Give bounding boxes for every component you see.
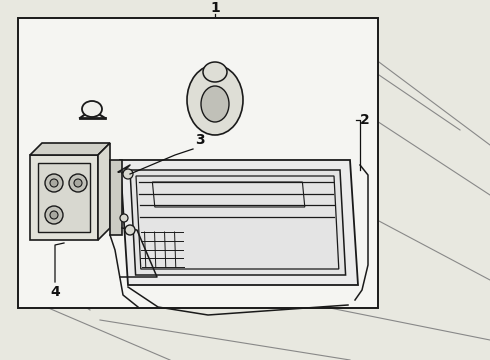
Ellipse shape: [187, 65, 243, 135]
Polygon shape: [130, 170, 345, 275]
Bar: [18, 18, 378, 308]
Bar: [38, 163, 90, 232]
Text: 4: 4: [50, 285, 60, 299]
Circle shape: [50, 211, 58, 219]
Circle shape: [69, 174, 87, 192]
Ellipse shape: [203, 62, 227, 82]
Text: 1: 1: [210, 1, 220, 15]
Circle shape: [74, 179, 82, 187]
Circle shape: [45, 206, 63, 224]
Text: 3: 3: [195, 133, 205, 147]
Text: 2: 2: [360, 113, 370, 127]
Polygon shape: [110, 160, 122, 235]
Circle shape: [125, 225, 135, 235]
Polygon shape: [120, 160, 358, 285]
Circle shape: [45, 174, 63, 192]
Circle shape: [123, 169, 133, 179]
Polygon shape: [98, 143, 110, 240]
Ellipse shape: [82, 101, 102, 117]
Circle shape: [120, 214, 128, 222]
Ellipse shape: [201, 86, 229, 122]
Polygon shape: [30, 143, 110, 155]
Bar: [30, 155, 98, 240]
Circle shape: [50, 179, 58, 187]
